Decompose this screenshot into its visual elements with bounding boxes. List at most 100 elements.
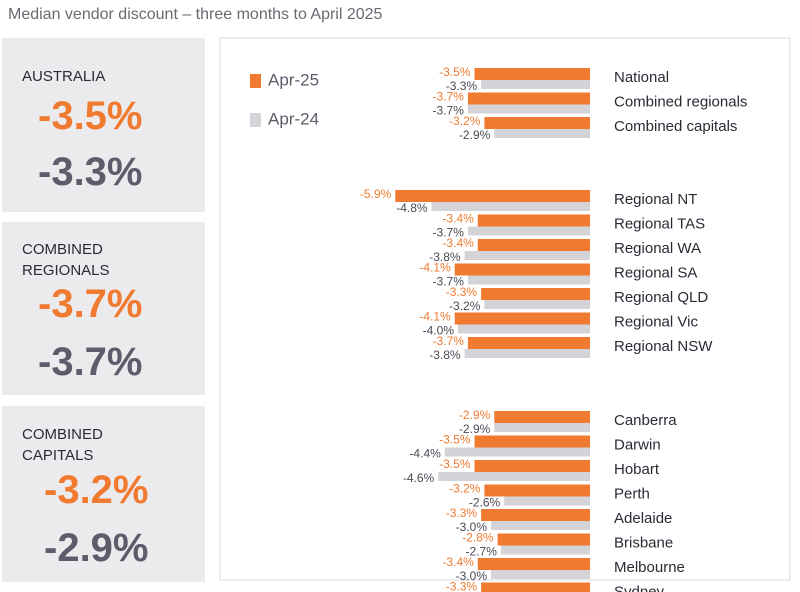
value-label: -2.9%: [459, 128, 491, 142]
value-label: -3.4%: [442, 555, 474, 569]
panel-previous: -2.9%: [44, 526, 149, 570]
bar: [484, 117, 590, 129]
value-label: -4.4%: [409, 447, 441, 461]
value-label: -3.7%: [433, 334, 465, 348]
value-label: -2.6%: [469, 496, 501, 510]
value-label: -3.3%: [446, 580, 478, 592]
panel-label: AUSTRALIA: [22, 68, 106, 85]
value-label: -4.0%: [423, 324, 455, 338]
bar: [504, 496, 590, 506]
bar: [477, 558, 590, 570]
bar: [474, 435, 590, 448]
bar: [477, 214, 590, 227]
value-label: -4.6%: [403, 471, 435, 485]
bar: [467, 275, 590, 285]
bar: [481, 509, 590, 521]
panel-label: COMBINED CAPITALS: [22, 426, 103, 464]
panel: AUSTRALIA -3.5% -3.3%: [2, 38, 205, 212]
value-label: -3.4%: [442, 212, 474, 226]
value-label: -3.0%: [456, 569, 488, 583]
category-label: Combined capitals: [614, 118, 737, 135]
value-label: -2.7%: [466, 545, 498, 559]
panel-current: -3.7%: [38, 282, 143, 326]
bar: [438, 472, 590, 481]
value-label: -2.8%: [462, 531, 494, 545]
category-label: Hobart: [614, 461, 660, 478]
bar: [481, 288, 590, 300]
bar: [491, 570, 590, 579]
bar: [494, 411, 590, 423]
category-label: Regional SA: [614, 264, 697, 281]
value-label: -3.3%: [446, 506, 478, 520]
value-label: -3.8%: [429, 348, 461, 362]
category-label: Brisbane: [614, 534, 673, 551]
title: Median vendor discount – three months to…: [8, 6, 383, 23]
bar: [467, 92, 590, 105]
category-label: Regional WA: [614, 240, 701, 257]
value-label: -4.1%: [419, 310, 451, 324]
value-label: -2.9%: [459, 422, 491, 436]
value-label: -3.5%: [439, 65, 471, 79]
bar: [458, 324, 590, 334]
value-label: -4.8%: [396, 201, 428, 215]
panel-previous: -3.7%: [38, 340, 143, 384]
bar: [467, 226, 590, 236]
value-label: -3.2%: [449, 114, 481, 128]
category-label: Combined regionals: [614, 93, 747, 110]
value-label: -3.0%: [456, 520, 488, 534]
bar: [494, 129, 590, 138]
bar: [494, 423, 590, 432]
chart-frame: [219, 37, 791, 581]
bar: [500, 545, 590, 555]
value-label: -3.4%: [442, 236, 474, 250]
value-label: -3.7%: [433, 90, 465, 104]
value-label: -3.7%: [433, 104, 465, 118]
bar: [464, 349, 590, 358]
bar: [477, 239, 590, 251]
category-label: Regional QLD: [614, 289, 708, 306]
category-label: Regional TAS: [614, 215, 705, 232]
bar: [484, 300, 590, 309]
value-label: -3.2%: [449, 482, 481, 496]
bar: [491, 521, 590, 530]
bar: [444, 447, 590, 457]
value-label: -2.9%: [459, 408, 491, 422]
category-label: Melbourne: [614, 559, 685, 576]
legend-swatch: [250, 113, 261, 127]
value-label: -3.5%: [439, 457, 471, 471]
value-label: -3.2%: [449, 299, 481, 313]
bar: [474, 460, 590, 472]
category-label: Regional NT: [614, 191, 697, 208]
category-label: Adelaide: [614, 510, 672, 527]
value-label: -3.3%: [446, 285, 478, 299]
bar: [481, 582, 590, 592]
legend-label: Apr-24: [268, 109, 319, 128]
category-label: National: [614, 69, 669, 86]
bar: [497, 533, 590, 546]
value-label: -3.7%: [433, 275, 465, 289]
panel: COMBINED CAPITALS -3.2% -2.9%: [2, 406, 205, 582]
category-label: Sydney: [614, 583, 665, 592]
legend-swatch: [250, 74, 261, 88]
value-label: -5.9%: [360, 187, 392, 201]
value-label: -4.1%: [419, 261, 451, 275]
value-label: -3.3%: [446, 79, 478, 93]
panel-previous: -3.3%: [38, 150, 143, 194]
panel-label: COMBINED REGIONALS: [22, 241, 110, 279]
bar: [481, 80, 590, 89]
bar: [431, 202, 590, 211]
bar: [467, 337, 590, 349]
legend-label: Apr-25: [268, 70, 319, 89]
category-label: Regional NSW: [614, 338, 713, 355]
value-label: -3.8%: [429, 250, 461, 264]
bar: [474, 68, 590, 80]
category-label: Regional Vic: [614, 313, 698, 330]
value-label: -3.5%: [439, 433, 471, 447]
category-label: Darwin: [614, 436, 661, 453]
category-label: Perth: [614, 485, 650, 502]
bar: [464, 251, 590, 260]
value-label: -3.7%: [433, 226, 465, 240]
bar: [467, 104, 590, 114]
